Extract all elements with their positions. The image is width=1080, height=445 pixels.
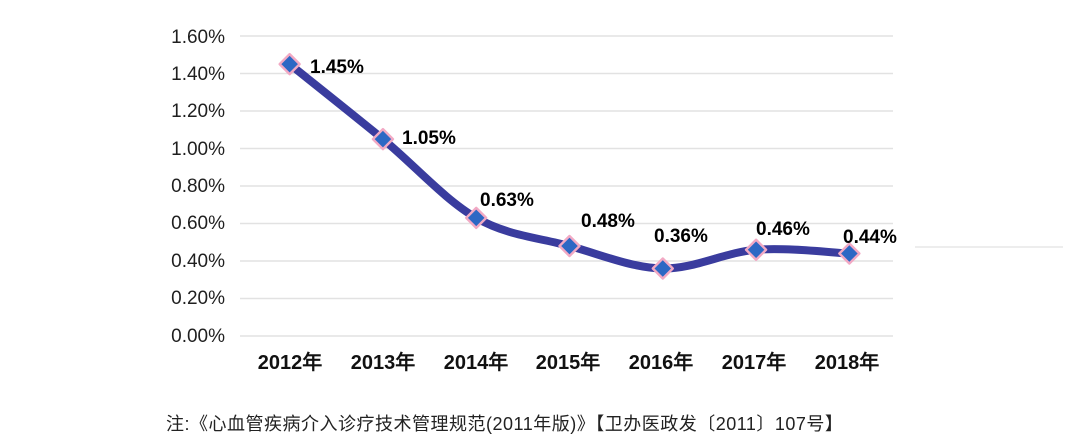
data-point-marker	[465, 206, 488, 230]
data-label: 0.48%	[581, 211, 635, 232]
y-axis-tick-label: 0.00%	[171, 326, 225, 347]
data-point-marker	[558, 234, 581, 258]
data-point-marker	[838, 242, 861, 265]
plot-area	[240, 35, 893, 337]
x-axis-tick-label: 2015年	[535, 352, 601, 374]
data-label: 0.46%	[756, 219, 810, 240]
x-axis-tick-label: 2013年	[350, 352, 416, 374]
data-point-marker	[651, 257, 674, 280]
data-label: 0.63%	[480, 190, 534, 211]
x-axis-tick-label: 2016年	[628, 352, 694, 374]
y-axis-tick-label: 1.00%	[171, 139, 225, 160]
source-note: 注:《心血管疾病介入诊疗技术管理规范(2011年版)》【卫办医政发〔2011〕1…	[166, 414, 844, 434]
y-axis-tick-label: 1.60%	[171, 27, 225, 48]
data-point-marker	[371, 127, 395, 151]
x-axis-tick-label: 2018年	[814, 352, 880, 374]
data-label: 1.45%	[310, 57, 364, 78]
data-point-marker	[278, 52, 301, 76]
x-axis-tick-label: 2017年	[721, 352, 787, 374]
y-axis-tick-label: 0.60%	[171, 213, 225, 234]
y-axis-tick-label: 1.20%	[171, 101, 225, 122]
line-series	[240, 35, 893, 337]
data-label: 0.36%	[654, 226, 708, 247]
y-axis-tick-label: 0.80%	[171, 176, 225, 197]
y-axis-tick-label: 0.40%	[171, 251, 225, 272]
data-label: 1.05%	[402, 128, 456, 149]
data-label: 0.44%	[843, 227, 897, 248]
faint-gridline-extension	[915, 246, 1063, 248]
y-axis-tick-label: 0.20%	[171, 288, 225, 309]
x-axis-tick-label: 2012年	[257, 352, 323, 374]
data-point-marker	[744, 238, 768, 261]
y-axis-tick-label: 1.40%	[171, 64, 225, 85]
x-axis-tick-label: 2014年	[443, 352, 509, 374]
